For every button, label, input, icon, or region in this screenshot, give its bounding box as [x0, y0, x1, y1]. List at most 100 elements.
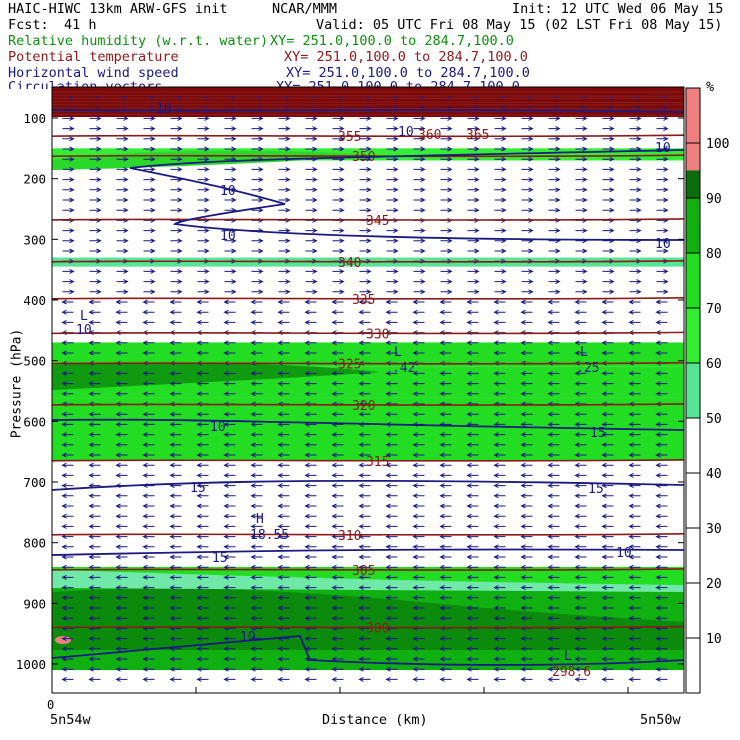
wind-vector-567 — [466, 340, 479, 346]
wind-vector-1070 — [385, 564, 398, 570]
wind-vector-579 — [169, 350, 182, 356]
wind-vector-275 — [656, 207, 669, 213]
wind-vector-122 — [251, 146, 264, 152]
wind-vector-741 — [196, 421, 209, 427]
wind-vector-1259 — [520, 646, 533, 652]
wind-vector-1038 — [142, 554, 155, 560]
wind-vector-975 — [304, 523, 317, 529]
wind-vector-933 — [412, 503, 425, 509]
wind-vector-77 — [278, 126, 291, 132]
wind-vector-911 — [439, 493, 452, 499]
wind-vector-1159 — [304, 605, 317, 611]
wind-vector-623 — [115, 370, 128, 376]
wind-vector-244 — [440, 197, 453, 203]
wind-vector-831 — [142, 462, 155, 468]
wind-vector-1168 — [547, 605, 560, 611]
wind-vector-421 — [251, 279, 264, 285]
wind-vector-134 — [575, 146, 588, 152]
wind-vector-957 — [439, 513, 452, 519]
wind-vector-661 — [520, 381, 533, 387]
wind-vector-950 — [250, 513, 263, 519]
wind-vector-331 — [305, 238, 318, 244]
wind-vector-444 — [251, 289, 264, 295]
wind-vector-651 — [250, 381, 263, 387]
wind-vector-1123 — [574, 585, 587, 591]
wind-vector-170 — [305, 166, 318, 172]
wind-vector-254 — [89, 207, 102, 213]
wind-vector-495 — [385, 309, 398, 315]
wind-vector-1294 — [223, 666, 236, 672]
wind-vector-361 — [494, 248, 507, 254]
wind-vector-115 — [62, 146, 75, 152]
y-tick-label-900: 900 — [23, 596, 46, 611]
wind-vector-1020 — [277, 544, 290, 550]
wind-vector-1118 — [439, 585, 452, 591]
theta-contour-350 — [51, 154, 685, 158]
wind-vector-1131 — [169, 595, 182, 601]
wind-vector-1112 — [277, 585, 290, 591]
wind-vector-795 — [412, 442, 425, 448]
wind-vector-588 — [412, 350, 425, 356]
rh-fill-layer — [52, 87, 684, 671]
wind-vector-635 — [439, 370, 452, 376]
wind-vector-870 — [574, 472, 587, 478]
wind-vector-132 — [521, 146, 534, 152]
wind-vector-637 — [493, 370, 506, 376]
wind-vector-740 — [169, 421, 182, 427]
wind-vector-1236 — [520, 636, 533, 642]
wind-vector-318 — [575, 228, 588, 234]
wind-vector-498 — [466, 309, 479, 315]
wind-vector-575 — [61, 350, 74, 356]
wind-vector-235 — [197, 197, 210, 203]
wind-vector-960 — [520, 513, 533, 519]
wind-vector-1299 — [358, 666, 371, 672]
wind-vector-1048 — [412, 554, 425, 560]
wind-vector-857 — [223, 472, 236, 478]
wind-vector-1258 — [493, 646, 506, 652]
wind-vector-990 — [88, 534, 101, 540]
theta-contour-325 — [51, 361, 685, 365]
wind-vector-679 — [385, 391, 398, 397]
wind-vector-1241 — [655, 636, 668, 642]
wind-vector-880 — [223, 483, 236, 489]
wind-contour-0 — [51, 109, 685, 113]
wind-vector-820 — [466, 452, 479, 458]
wind-vector-351 — [224, 248, 237, 254]
wind-vector-1086 — [196, 574, 209, 580]
wind-vector-683 — [493, 391, 506, 397]
wind-vector-247 — [521, 197, 534, 203]
wind-vector-517 — [358, 319, 371, 325]
wind-vector-580 — [196, 350, 209, 356]
wind-vector-1179 — [223, 615, 236, 621]
wind-vector-159 — [629, 156, 642, 162]
center-label: NCAR/MMM — [272, 1, 338, 17]
colorbar-label-60: 60 — [706, 357, 722, 372]
extremum-type-1: L — [394, 345, 402, 360]
wind-vector-752 — [493, 421, 506, 427]
wind-vector-481 — [628, 299, 641, 305]
wind-vector-907 — [331, 493, 344, 499]
wind-vector-597 — [655, 350, 668, 356]
wind-vector-87 — [548, 126, 561, 132]
wind-vector-497 — [439, 309, 452, 315]
wind-vector-1173 — [61, 615, 74, 621]
wind-vector-942 — [655, 503, 668, 509]
wind-vector-423 — [305, 279, 318, 285]
wind-vector-987 — [628, 523, 641, 529]
wind-vector-53 — [251, 115, 264, 121]
wind-vector-823 — [547, 452, 560, 458]
wind-vector-223 — [494, 187, 507, 193]
wind-vector-1273 — [277, 656, 290, 662]
wind-vector-1271 — [223, 656, 236, 662]
wind-vector-315 — [494, 228, 507, 234]
wind-vector-1308 — [601, 666, 614, 672]
field-wind-xy: XY= 251.0,100.0 to 284.7,100.0 — [286, 65, 530, 81]
wind-vector-1317 — [223, 676, 236, 682]
wind-vector-1135 — [277, 595, 290, 601]
wind-contour-2 — [51, 418, 685, 431]
wind-vector-964 — [628, 513, 641, 519]
wind-vector-792 — [331, 442, 344, 448]
wind-vector-364 — [575, 248, 588, 254]
wind-vector-1074 — [493, 564, 506, 570]
